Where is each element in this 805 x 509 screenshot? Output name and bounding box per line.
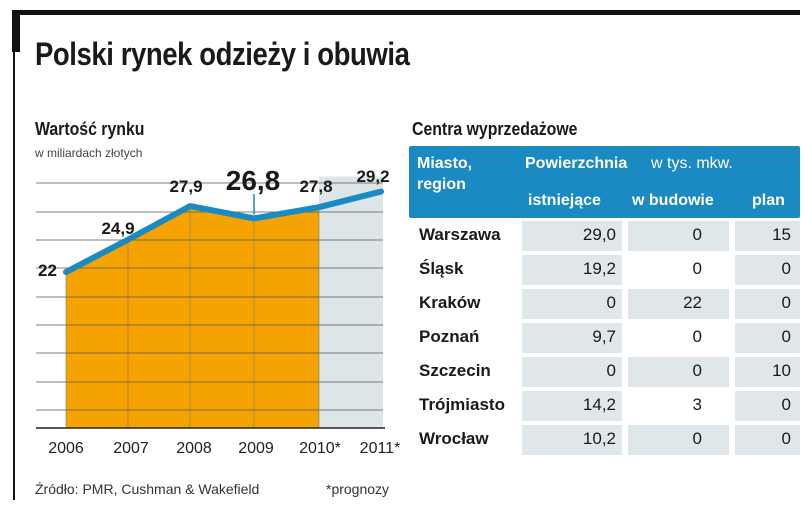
header-existing: istniejące bbox=[528, 192, 601, 209]
market-value-chart: 22 24,9 27,9 26,8 27,8 29,2 2006 2007 2008 2009 20… bbox=[36, 165, 401, 457]
cell-bg-existing bbox=[522, 255, 622, 285]
row-plan: 15 bbox=[772, 225, 791, 244]
table-row: Poznań 9,7 0 0 bbox=[409, 323, 800, 353]
cell-bg-plan bbox=[735, 357, 800, 387]
row-existing: 0 bbox=[606, 361, 616, 380]
row-existing: 10,2 bbox=[582, 429, 616, 448]
row-building: 0 bbox=[692, 361, 702, 380]
data-label-1: 24,9 bbox=[101, 219, 134, 238]
chart-subtitle: w miliardach złotych bbox=[35, 146, 143, 160]
row-building: 0 bbox=[692, 259, 702, 278]
source-note: Źródło: PMR, Cushman & Wakefield bbox=[35, 481, 260, 497]
top-rule bbox=[12, 10, 800, 15]
data-label-4: 27,8 bbox=[299, 177, 332, 196]
row-plan: 10 bbox=[772, 361, 791, 380]
corner-rule bbox=[12, 10, 20, 52]
header-group-bold: Powierzchnia bbox=[525, 155, 628, 172]
series-line bbox=[63, 188, 384, 276]
x-tick-label-5: 2011* bbox=[360, 440, 401, 457]
row-existing: 14,2 bbox=[582, 395, 616, 414]
row-city: Warszawa bbox=[419, 225, 501, 244]
cell-bg-existing bbox=[522, 425, 622, 455]
cell-bg-plan bbox=[735, 221, 800, 251]
row-plan: 0 bbox=[781, 259, 791, 278]
actual-area bbox=[66, 206, 319, 428]
x-tick-label-3: 2009 bbox=[238, 440, 274, 457]
row-existing: 19,2 bbox=[582, 259, 616, 278]
header-plan: plan bbox=[752, 192, 785, 209]
x-tick-label-0: 2006 bbox=[48, 440, 84, 457]
header-city-line2: region bbox=[417, 176, 466, 193]
chart-title: Wartość rynku bbox=[35, 119, 145, 139]
row-existing: 9,7 bbox=[592, 327, 616, 346]
forecast-footnote: *prognozy bbox=[326, 481, 390, 497]
row-building: 3 bbox=[692, 395, 702, 414]
cell-bg-plan bbox=[735, 289, 800, 319]
x-tick-label-4: 2010* bbox=[299, 440, 341, 457]
cell-bg-existing bbox=[522, 357, 622, 387]
page-title: Polski rynek odzieży i obuwia bbox=[35, 36, 410, 72]
row-plan: 0 bbox=[781, 293, 791, 312]
cell-bg-existing bbox=[522, 323, 622, 353]
row-existing: 0 bbox=[606, 293, 616, 312]
cell-bg-plan bbox=[735, 425, 800, 455]
header-group-light: w tys. mkw. bbox=[651, 155, 733, 172]
row-building: 0 bbox=[692, 429, 702, 448]
cell-bg-plan bbox=[735, 391, 800, 421]
table-row: Warszawa 29,0 0 15 bbox=[409, 221, 800, 251]
table-title: Centra wyprzedażowe bbox=[412, 119, 578, 139]
row-building: 22 bbox=[683, 293, 702, 312]
table-row: Kraków 0 22 0 bbox=[409, 289, 800, 319]
row-plan: 0 bbox=[781, 395, 791, 414]
data-label-3: 26,8 bbox=[226, 165, 281, 196]
table-row: Trójmiasto 14,2 3 0 bbox=[409, 391, 800, 421]
cell-bg-plan bbox=[735, 323, 800, 353]
cell-bg-existing bbox=[522, 391, 622, 421]
table-row: Śląsk 19,2 0 0 bbox=[409, 255, 800, 285]
row-city: Poznań bbox=[419, 327, 480, 346]
row-city: Wrocław bbox=[419, 429, 489, 448]
table-header: Miasto, region Powierzchnia w tys. mkw. … bbox=[409, 146, 800, 218]
header-building: w budowie bbox=[632, 192, 714, 209]
data-label-0: 22 bbox=[38, 261, 57, 280]
data-label-5: 29,2 bbox=[356, 167, 389, 186]
x-tick-label-2: 2008 bbox=[176, 440, 212, 457]
row-city: Szczecin bbox=[419, 361, 491, 380]
table-row: Wrocław 10,2 0 0 bbox=[409, 425, 800, 455]
cell-bg-building bbox=[628, 357, 729, 387]
forecast-area bbox=[319, 176, 383, 428]
cell-bg-building bbox=[628, 289, 729, 319]
row-building: 0 bbox=[692, 225, 702, 244]
cell-bg-existing bbox=[522, 221, 622, 251]
header-city-line1: Miasto, bbox=[417, 155, 473, 172]
cell-bg-plan bbox=[735, 255, 800, 285]
row-city: Kraków bbox=[419, 293, 481, 312]
cell-bg-building bbox=[628, 221, 729, 251]
row-building: 0 bbox=[692, 327, 702, 346]
row-plan: 0 bbox=[781, 429, 791, 448]
row-city: Śląsk bbox=[419, 259, 464, 278]
x-tick-label-1: 2007 bbox=[113, 440, 149, 457]
cell-bg-building bbox=[628, 425, 729, 455]
data-label-2: 27,9 bbox=[169, 177, 202, 196]
row-plan: 0 bbox=[781, 327, 791, 346]
row-existing: 29,0 bbox=[582, 225, 616, 244]
row-city: Trójmiasto bbox=[419, 395, 505, 414]
cell-bg-existing bbox=[522, 289, 622, 319]
table-row: Szczecin 0 0 10 bbox=[409, 357, 800, 387]
left-rule bbox=[13, 52, 15, 500]
